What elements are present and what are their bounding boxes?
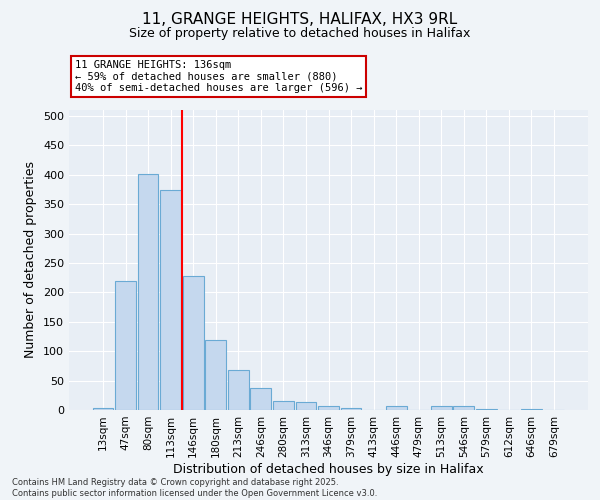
Bar: [454, 406, 474, 410]
Bar: [341, 408, 361, 410]
Bar: [183, 276, 203, 410]
Bar: [250, 388, 271, 410]
Text: Size of property relative to detached houses in Halifax: Size of property relative to detached ho…: [130, 28, 470, 40]
Text: 11 GRANGE HEIGHTS: 136sqm
← 59% of detached houses are smaller (880)
40% of semi: 11 GRANGE HEIGHTS: 136sqm ← 59% of detac…: [75, 60, 362, 93]
Bar: [296, 402, 316, 410]
Bar: [318, 406, 339, 410]
Bar: [115, 280, 136, 410]
Bar: [273, 400, 294, 410]
Text: Contains HM Land Registry data © Crown copyright and database right 2025.
Contai: Contains HM Land Registry data © Crown c…: [12, 478, 377, 498]
Bar: [92, 408, 113, 410]
Text: 11, GRANGE HEIGHTS, HALIFAX, HX3 9RL: 11, GRANGE HEIGHTS, HALIFAX, HX3 9RL: [142, 12, 458, 28]
X-axis label: Distribution of detached houses by size in Halifax: Distribution of detached houses by size …: [173, 462, 484, 475]
Bar: [386, 406, 407, 410]
Y-axis label: Number of detached properties: Number of detached properties: [25, 162, 37, 358]
Bar: [137, 174, 158, 410]
Bar: [205, 340, 226, 410]
Bar: [431, 406, 452, 410]
Bar: [160, 190, 181, 410]
Bar: [228, 370, 248, 410]
